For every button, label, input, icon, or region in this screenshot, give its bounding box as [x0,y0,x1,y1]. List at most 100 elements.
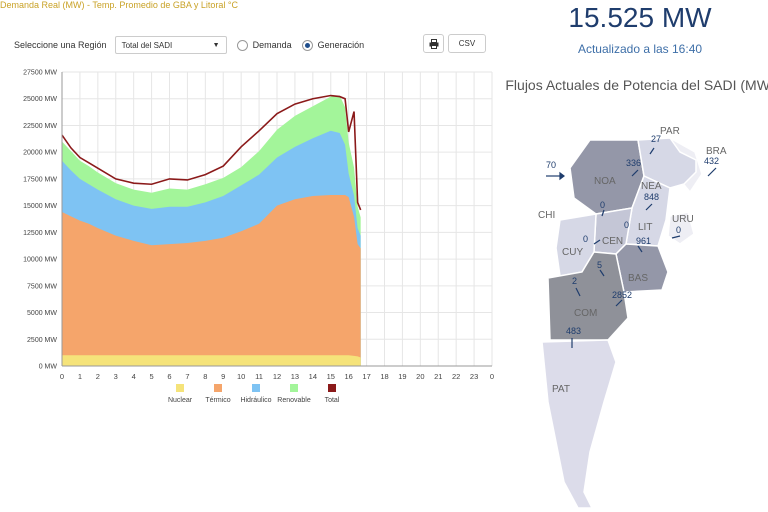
legend-label: Total [325,397,340,404]
flow-value-cen-lit: 0 [624,220,629,230]
x-tick-label: 9 [221,372,225,381]
x-tick-label: 5 [149,372,153,381]
x-tick-label: 10 [237,372,245,381]
y-tick-label: 17500 MW [23,176,57,183]
country-label-uru: URU [672,214,694,225]
region-label-bas: BAS [628,273,648,284]
region-com [547,251,629,341]
region-select-value: Total del SADI [121,40,173,50]
total-power-value: 15.525 MW [568,2,712,33]
y-tick-label: 20000 MW [23,150,57,157]
y-tick-label: 0 MW [39,364,58,371]
x-tick-label: 7 [185,372,189,381]
legend-swatch [328,384,336,392]
x-tick-label: 19 [398,372,406,381]
updated-time: Actualizado a las 16:40 [577,42,703,56]
y-tick-label: 10000 MW [23,257,57,264]
x-tick-label: 15 [327,372,335,381]
flow-arrow-nea-lit [645,203,653,211]
flow-value-cen-bas: 5 [597,260,602,270]
x-tick-label: 17 [362,372,370,381]
y-tick-label: 5000 MW [27,310,57,317]
chevron-down-icon: ▼ [212,41,220,49]
legend-swatch [252,384,260,392]
y-tick-label: 7500 MW [27,283,57,290]
flow-value-uru: 0 [676,225,681,235]
flow-arrow-noa-nea [631,169,639,177]
radio-generacion-label: Generación [317,40,365,50]
flow-arrow-lit-bas [637,245,643,253]
flow-value-noa-nea: 336 [626,158,641,168]
area-térmico [62,194,361,366]
y-tick-label: 22500 MW [23,123,57,130]
generation-chart: 0 1 2 3 4 5 6 7 8 9 10 11 12 13 14 15 16 17 18 19 20 21 22 23 00… [23,70,494,405]
legend-label: Renovable [277,397,311,404]
radio-demanda-label: Demanda [252,40,292,50]
region-pat [541,339,617,509]
series-line-total [61,94,362,211]
flow-arrow-noa-cen [601,209,605,217]
radio-demanda-circle[interactable] [236,39,248,51]
x-tick-label: 23 [470,372,478,381]
flow-arrow-cuy-cen [593,239,601,245]
flow-value-nea-lit: 848 [644,192,659,202]
csv-button[interactable]: CSV [448,34,486,53]
chart-tab-title[interactable]: Demanda Real (MW) - Temp. Promedio de GB… [0,0,239,10]
y-tick-label: 25000 MW [23,96,57,103]
flow-value-chi-noa: 70 [546,160,556,170]
flow-arrow-bra [707,167,717,177]
country-uruguay [667,211,695,245]
region-label-cen: CEN [602,236,623,247]
region-controls: Seleccione una Región Total del SADI ▼ D… [14,34,364,56]
flow-value-com-bas: 2852 [612,290,632,300]
flow-arrow-par [649,147,655,155]
y-tick-label: 15000 MW [23,203,57,210]
x-tick-label: 1 [78,372,82,381]
print-button[interactable] [423,34,444,53]
legend-swatch [214,384,222,392]
x-tick-label: 0 [60,372,64,381]
x-tick-label: 3 [114,372,118,381]
country-label-chi: CHI [538,210,555,221]
flow-value-cuy-com: 2 [572,276,577,286]
chart-axes: 0 1 2 3 4 5 6 7 8 9 10 11 12 13 14 15 16 17 18 19 20 21 22 23 00… [23,70,494,382]
flow-value-bra: 432 [704,156,719,166]
x-tick-label: 21 [434,372,442,381]
legend-label: Térmico [205,397,230,404]
chart-legend: Nuclear Térmico Hidráulico Renovable Total [168,384,340,404]
flow-arrow-com-bas [615,299,623,307]
y-tick-label: 2500 MW [27,337,57,344]
legend-swatch [176,384,184,392]
x-tick-label: 14 [309,372,317,381]
x-tick-label: 2 [96,372,100,381]
sadi-flow-map: NOA NEA CEN LIT CUY BAS COM PAT PAR BRA … [538,126,727,509]
y-tick-label: 12500 MW [23,230,57,237]
flow-arrow-uru [671,235,681,239]
flow-value-noa-cen: 0 [600,200,605,210]
flow-arrow-cuy-com [575,287,581,297]
country-label-bra: BRA [706,146,727,157]
region-select[interactable]: Total del SADI ▼ [114,36,227,54]
x-tick-label: 16 [344,372,352,381]
region-label-noa: NOA [594,176,616,187]
region-label-pat: PAT [552,384,570,395]
region-label-nea: NEA [641,181,662,192]
area-nuclear [62,355,361,366]
flow-value-lit-bas: 961 [636,236,651,246]
radio-generacion-circle[interactable] [301,39,313,51]
flow-value-cuy-cen: 0 [583,234,588,244]
radio-demanda[interactable]: Demanda [236,39,292,51]
radio-generacion[interactable]: Generación [301,39,365,51]
flow-arrow-cen-bas [599,269,605,277]
region-label: Seleccione una Región [14,40,107,50]
x-tick-label: 20 [416,372,424,381]
chart-areas [61,94,362,366]
x-tick-label: 4 [132,372,136,381]
legend-label: Nuclear [168,397,193,404]
x-tick-label: 0 [490,372,494,381]
x-tick-label: 18 [380,372,388,381]
region-label-com: COM [574,308,597,319]
region-label-lit: LIT [638,222,652,233]
map-title: Flujos Actuales de Potencia del SADI (MW… [505,77,768,93]
x-tick-label: 11 [255,372,263,381]
